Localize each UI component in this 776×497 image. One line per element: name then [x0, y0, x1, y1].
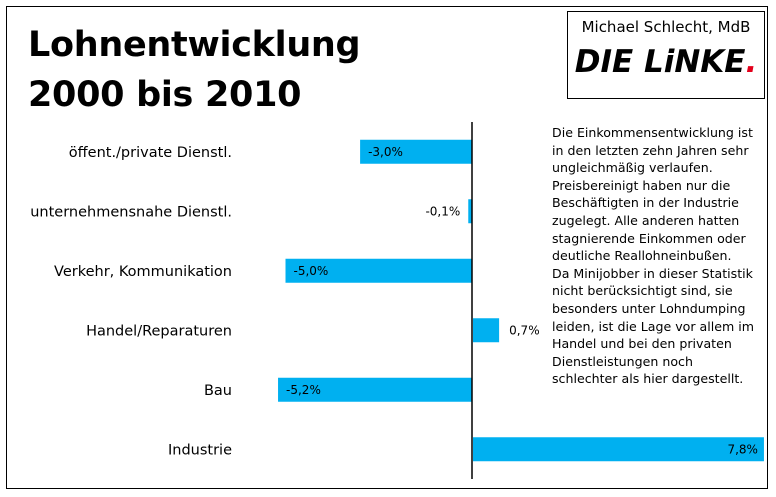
author-name: Michael Schlecht, MdB: [581, 18, 751, 36]
bars-group: öffent./private Dienstl. -3,0% unternehmen…: [30, 139, 764, 462]
party-logo-text: DIE LiNKE: [574, 44, 746, 80]
page-title: Lohnentwicklung 2000 bis 2010: [28, 20, 361, 120]
title-line-1: Lohnentwicklung: [28, 25, 361, 65]
bar: [473, 437, 764, 462]
value-label: -5,0%: [294, 264, 329, 278]
value-label: -0,1%: [425, 204, 460, 218]
value-label: -3,0%: [368, 145, 403, 159]
title-line-2: 2000 bis 2010: [28, 75, 302, 115]
category-label: Verkehr, Kommunikation: [54, 264, 232, 280]
party-logo: DIE LiNKE.: [568, 44, 764, 80]
bar: [473, 318, 500, 343]
category-label: Industrie: [168, 442, 232, 458]
value-label: 7,8%: [727, 442, 758, 456]
explanatory-note: Die Einkommensentwicklung ist in den let…: [552, 125, 755, 387]
bar: [468, 199, 472, 224]
party-logo-dot: .: [745, 44, 758, 80]
value-label: -5,2%: [286, 383, 321, 397]
category-label: unternehmensnahe Dienstl.: [30, 204, 232, 220]
category-label: Bau: [204, 383, 232, 399]
category-label: öffent./private Dienstl.: [69, 145, 232, 161]
bar: [285, 258, 472, 283]
category-label: Handel/Reparaturen: [86, 323, 232, 339]
value-label: 0,7%: [509, 323, 540, 337]
brand-box: Michael Schlecht, MdB DIE LiNKE.: [567, 11, 765, 99]
bar: [360, 139, 472, 164]
bar: [278, 377, 472, 402]
